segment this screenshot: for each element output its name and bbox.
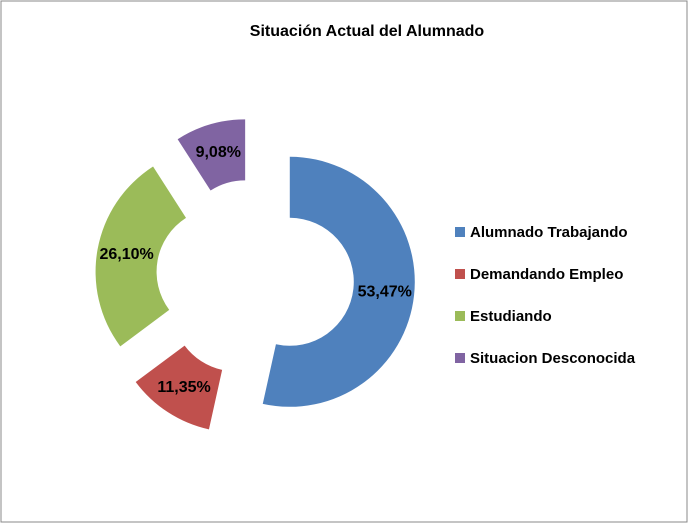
legend-label: Demandando Empleo [470, 266, 623, 283]
slice [135, 345, 223, 430]
slice [262, 156, 415, 407]
legend-swatch [455, 269, 465, 279]
chart-title: Situación Actual del Alumnado [250, 23, 485, 40]
slice [95, 166, 187, 347]
data-label: 26,10% [99, 246, 153, 263]
legend-swatch [455, 311, 465, 321]
legend-label: Alumnado Trabajando [470, 224, 628, 241]
data-label: 9,08% [196, 144, 241, 161]
data-label: 11,35% [157, 379, 210, 396]
legend-swatch [455, 227, 465, 237]
data-label: 53,47% [358, 283, 412, 300]
legend-swatch [455, 353, 465, 363]
legend-label: Situacion Desconocida [470, 350, 636, 367]
legend-label: Estudiando [470, 308, 552, 325]
slice [177, 119, 246, 191]
